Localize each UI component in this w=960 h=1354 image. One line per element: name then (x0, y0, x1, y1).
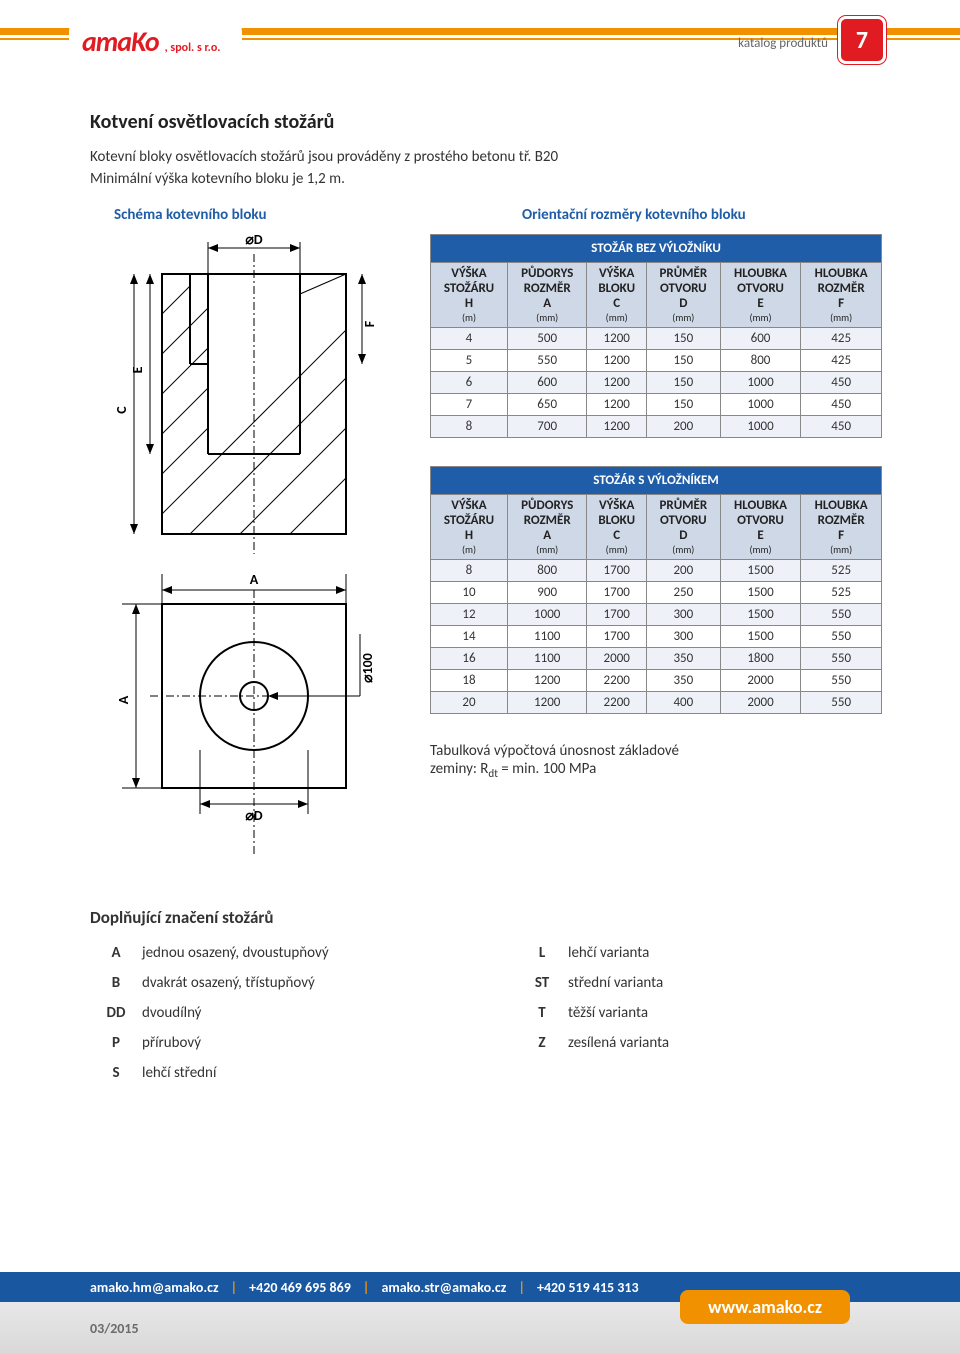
mark-code: T (516, 1004, 568, 1022)
footer-phone-1: +420 469 695 869 (249, 1279, 351, 1296)
marks-grid: Ajednou osazený, dvoustupňovýBdvakrát os… (90, 944, 882, 1094)
table-row: 45001200150600425 (431, 328, 882, 350)
svg-text:E: E (129, 366, 146, 373)
mark-desc: těžší varianta (568, 1004, 882, 1022)
column-header: VÝŠKABLOKUC(mm) (587, 263, 647, 328)
catalog-label: katalog produktů (738, 36, 828, 51)
mark-desc: jednou osazený, dvoustupňový (142, 944, 456, 962)
mark-code: B (90, 974, 142, 992)
mark-desc: přírubový (142, 1034, 456, 1052)
mark-code: S (90, 1064, 142, 1082)
table-with-arm: STOŽÁR S VÝLOŽNÍKEM VÝŠKASTOŽÁRUH(m)PŮDO… (430, 466, 882, 714)
table1-title: STOŽÁR BEZ VÝLOŽNÍKU (431, 235, 882, 263)
column-header: HLOUBKAROZMĚRF(mm) (801, 495, 882, 560)
mark-row: Slehčí střední (90, 1064, 456, 1082)
table-row: 14110017003001500550 (431, 626, 882, 648)
mark-row: Zzesílená varianta (516, 1034, 882, 1052)
column-header: HLOUBKAROZMĚRF(mm) (801, 263, 882, 328)
svg-text:A: A (250, 571, 259, 588)
footer-email-2: amako.str@amako.cz (381, 1279, 506, 1296)
mark-row: STstřední varianta (516, 974, 882, 992)
column-header: VÝŠKABLOKUC(mm) (587, 495, 647, 560)
mark-desc: střední varianta (568, 974, 882, 992)
mark-row: Ttěžší varianta (516, 1004, 882, 1022)
logo-text: amaKo (82, 24, 159, 59)
column-header: HLOUBKAOTVORUE(mm) (720, 495, 801, 560)
schema-diagram: ⌀D (90, 234, 410, 879)
column-header: PRŮMĚROTVORUD(mm) (646, 495, 720, 560)
mark-code: DD (90, 1004, 142, 1022)
mark-desc: dvakrát osazený, třístupňový (142, 974, 456, 992)
svg-text:F: F (361, 320, 378, 327)
svg-text:⌀100: ⌀100 (359, 653, 376, 683)
mark-code: L (516, 944, 568, 962)
mark-code: ST (516, 974, 568, 992)
table-row: 20120022004002000550 (431, 692, 882, 714)
footer-website: www.amako.cz (680, 1290, 850, 1324)
footer-phone-2: +420 519 415 313 (537, 1279, 639, 1296)
mark-desc: zesílená varianta (568, 1034, 882, 1052)
mark-code: Z (516, 1034, 568, 1052)
table-row: 18120022003502000550 (431, 670, 882, 692)
intro-line-2: Minimální výška kotevního bloku je 1,2 m… (90, 170, 882, 188)
svg-text:⌀D: ⌀D (245, 234, 262, 248)
logo: amaKo , spol. s r.o. (72, 20, 239, 63)
page-content: Kotvení osvětlovacích stožárů Kotevní bl… (90, 110, 882, 1094)
mark-desc: lehčí varianta (568, 944, 882, 962)
marks-title: Doplňující značení stožárů (90, 907, 882, 928)
load-note: Tabulková výpočtová únosnost základové z… (430, 742, 882, 780)
table2-title: STOŽÁR S VÝLOŽNÍKEM (431, 467, 882, 495)
mark-code: A (90, 944, 142, 962)
table-row: 55501200150800425 (431, 350, 882, 372)
schema-header: Schéma kotevního bloku (90, 206, 474, 224)
mark-desc: dvoudílný (142, 1004, 456, 1022)
column-header: PŮDORYSROZMĚRA(mm) (507, 263, 587, 328)
table-row: 12100017003001500550 (431, 604, 882, 626)
mark-row: Llehčí varianta (516, 944, 882, 962)
table-row: 660012001501000450 (431, 372, 882, 394)
page-number-badge: 7 (838, 16, 886, 64)
table-row: 16110020003501800550 (431, 648, 882, 670)
table-without-arm: STOŽÁR BEZ VÝLOŽNÍKU VÝŠKASTOŽÁRUH(m)PŮD… (430, 234, 882, 438)
table-row: 870012002001000450 (431, 416, 882, 438)
table-row: 880017002001500525 (431, 560, 882, 582)
page-title: Kotvení osvětlovacích stožárů (90, 110, 882, 134)
column-headers: Schéma kotevního bloku Orientační rozměr… (90, 206, 882, 224)
column-header: HLOUBKAOTVORUE(mm) (720, 263, 801, 328)
mark-row: Ppřírubový (90, 1034, 456, 1052)
footer-email-1: amako.hm@amako.cz (90, 1279, 219, 1296)
svg-text:A: A (115, 695, 132, 704)
svg-text:C: C (113, 406, 130, 414)
mark-row: Bdvakrát osazený, třístupňový (90, 974, 456, 992)
footer-date: 03/2015 (90, 1320, 139, 1337)
logo-subtext: , spol. s r.o. (165, 41, 221, 55)
mark-row: DDdvoudílný (90, 1004, 456, 1022)
mark-code: P (90, 1034, 142, 1052)
table-row: 1090017002501500525 (431, 582, 882, 604)
svg-text:⌀D: ⌀D (245, 807, 262, 824)
mark-row: Ajednou osazený, dvoustupňový (90, 944, 456, 962)
table-header: Orientační rozměry kotevního bloku (474, 206, 882, 224)
column-header: VÝŠKASTOŽÁRUH(m) (431, 495, 508, 560)
table-row: 765012001501000450 (431, 394, 882, 416)
column-header: PRŮMĚROTVORUD(mm) (646, 263, 720, 328)
mark-desc: lehčí střední (142, 1064, 456, 1082)
column-header: PŮDORYSROZMĚRA(mm) (507, 495, 587, 560)
intro-line-1: Kotevní bloky osvětlovacích stožárů jsou… (90, 148, 882, 166)
column-header: VÝŠKASTOŽÁRUH(m) (431, 263, 508, 328)
